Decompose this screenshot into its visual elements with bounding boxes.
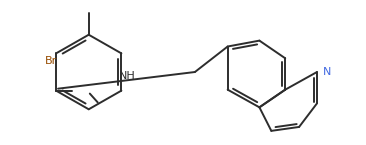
Text: Br: Br (45, 56, 57, 66)
Text: NH: NH (119, 71, 136, 81)
Text: N: N (323, 67, 331, 77)
